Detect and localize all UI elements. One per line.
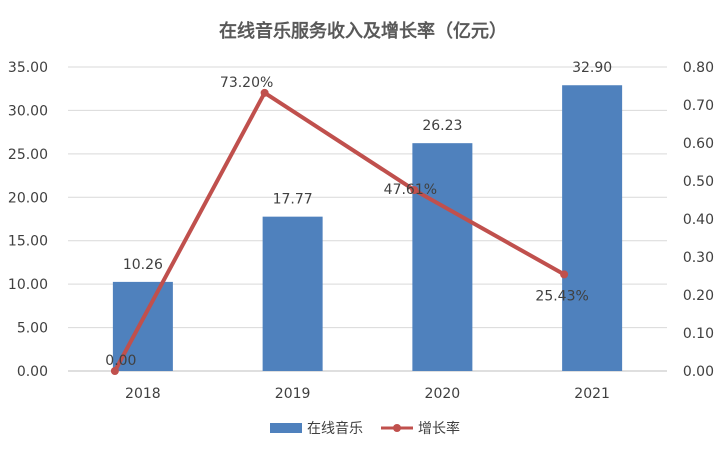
right-tick-label: 0.00 [683, 364, 714, 380]
right-tick-label: 0.30 [683, 250, 714, 266]
legend-swatch-bar [270, 423, 302, 433]
line-point [410, 186, 419, 195]
x-tick-label: 2021 [574, 386, 610, 402]
bar-value-label: 26.23 [422, 118, 462, 134]
right-tick-label: 0.40 [683, 212, 714, 228]
right-tick-label: 0.10 [683, 326, 714, 342]
x-axis: 2018 2019 2020 2021 [68, 370, 667, 402]
bar-series [112, 85, 623, 372]
legend-label-line: 增长率 [418, 420, 460, 437]
growth-line [112, 90, 567, 373]
line-point [110, 367, 119, 375]
bar-value-label: 32.90 [572, 60, 612, 76]
chart-title: 在线音乐服务收入及增长率（亿元） [219, 20, 507, 42]
x-tick-label: 2018 [125, 386, 161, 402]
line-value-label: 47.61% [384, 182, 437, 198]
line-point [560, 270, 569, 279]
right-y-axis: 0.00 0.10 0.20 0.30 0.40 0.50 0.60 0.70 0.80 [683, 60, 714, 380]
bar-value-label: 17.77 [273, 192, 313, 208]
left-tick-label: 15.00 [8, 234, 48, 250]
left-tick-label: 25.00 [8, 147, 48, 163]
left-tick-label: 5.00 [17, 321, 48, 337]
bar [562, 85, 623, 372]
right-tick-label: 0.70 [683, 98, 714, 114]
right-tick-label: 0.80 [683, 60, 714, 76]
bar [412, 143, 473, 371]
legend-marker [393, 424, 401, 432]
bar-value-label: 10.26 [123, 257, 163, 273]
line-point [260, 88, 269, 97]
right-tick-label: 0.50 [683, 174, 714, 190]
left-y-axis: 0.00 5.00 10.00 15.00 20.00 25.00 30.00 35.00 [8, 60, 48, 380]
line-value-label: 25.43% [535, 288, 588, 304]
x-tick-label: 2020 [425, 386, 461, 402]
left-tick-label: 35.00 [8, 60, 48, 76]
left-tick-label: 20.00 [8, 190, 48, 206]
line-value-label: 73.20% [220, 75, 273, 91]
left-tick-label: 0.00 [17, 364, 48, 380]
line-value-label: 0.00 [105, 353, 136, 369]
right-tick-label: 0.60 [683, 136, 714, 152]
bar [262, 216, 323, 371]
legend: 在线音乐 增长率 [270, 420, 460, 437]
left-tick-label: 10.00 [8, 277, 48, 293]
legend-label-bar: 在线音乐 [307, 420, 363, 437]
right-tick-label: 0.20 [683, 288, 714, 304]
line-series [110, 88, 569, 375]
data-labels: 10.26 17.77 26.23 32.90 0.00 73.20% 47.61% 25.4… [105, 60, 612, 369]
left-tick-label: 30.00 [8, 103, 48, 119]
x-tick-label: 2019 [275, 386, 311, 402]
